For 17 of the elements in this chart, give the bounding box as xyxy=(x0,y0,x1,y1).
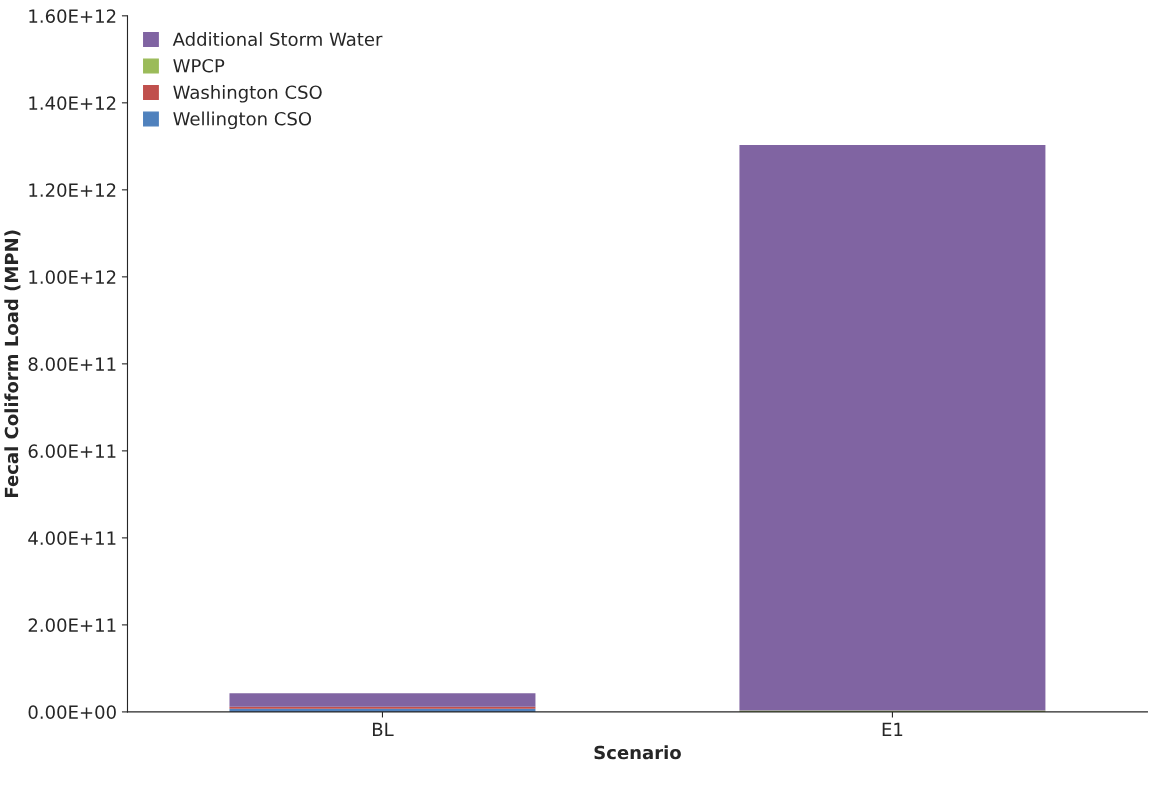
y-tick-label: 0.00E+00 xyxy=(28,705,116,720)
y-tick-label: 4.00E+11 xyxy=(28,531,116,545)
legend-label: Additional Storm Water xyxy=(172,32,383,47)
y-tick-label: 6.00E+11 xyxy=(28,444,116,458)
y-tick-label: 1.00E+12 xyxy=(29,270,116,284)
y-tick-label: 1.60E+12 xyxy=(29,9,116,23)
x-tick-label: BL xyxy=(373,722,394,737)
y-tick-label: 1.20E+12 xyxy=(29,183,116,197)
x-axis-title: Scenario xyxy=(594,745,681,760)
legend-label: WPCP xyxy=(173,58,225,73)
y-tick-label: 8.00E+11 xyxy=(28,357,116,371)
y-tick-label: 2.00E+11 xyxy=(28,618,116,633)
legend-label: Washington CSO xyxy=(173,85,322,103)
y-axis-title: Fecal Coliform Load (MPN) xyxy=(4,230,21,498)
y-tick-label: 1.40E+12 xyxy=(29,96,116,110)
legend-label: Wellington CSO xyxy=(173,111,312,130)
x-tick-label: E1 xyxy=(882,722,903,737)
